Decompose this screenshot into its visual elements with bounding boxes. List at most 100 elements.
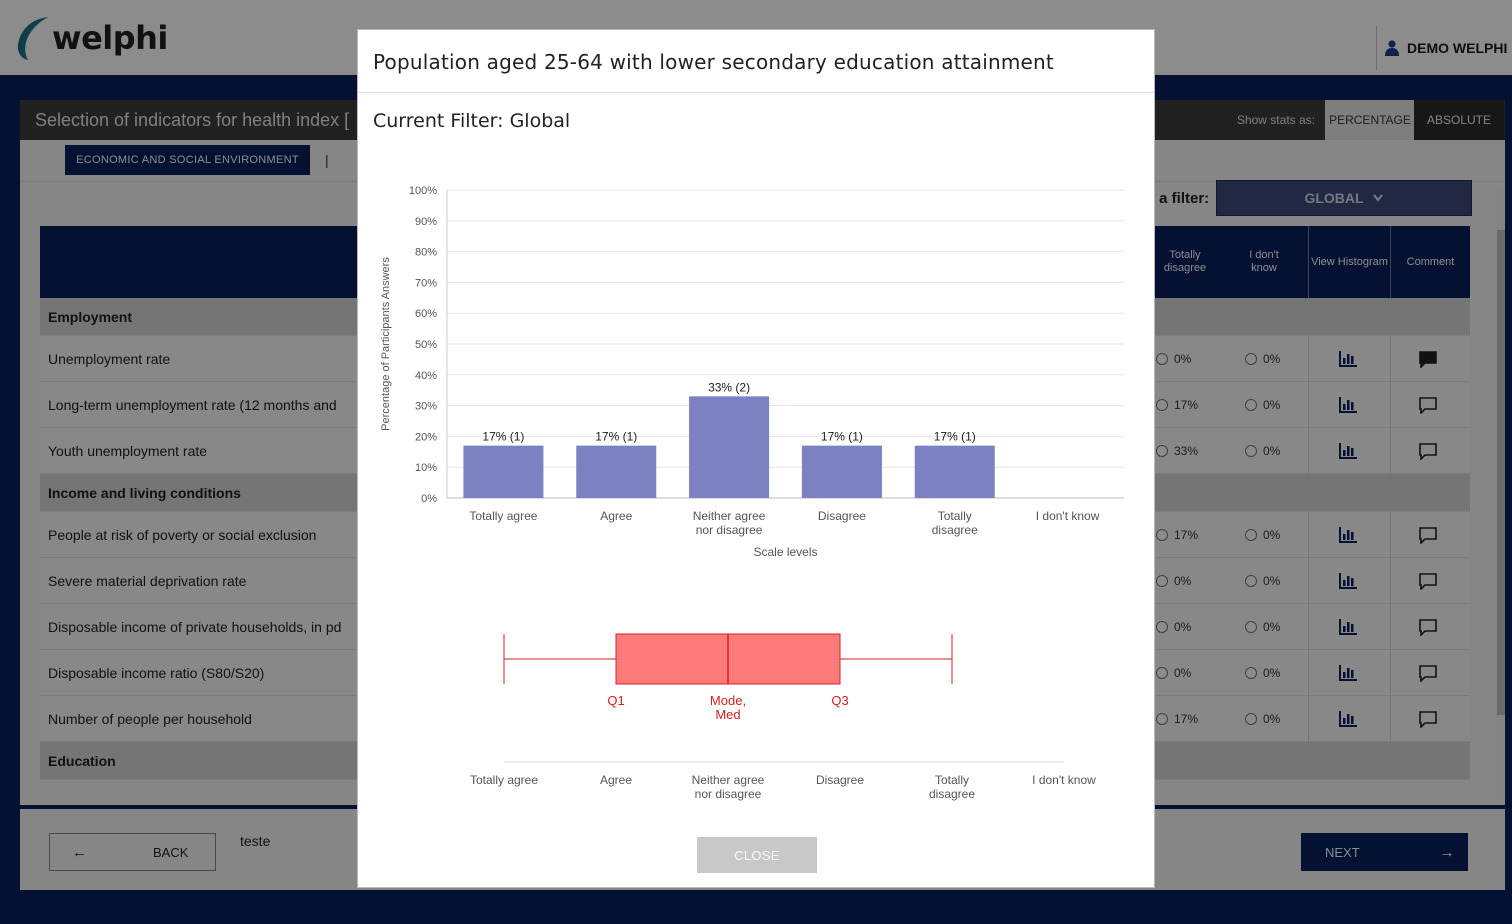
x-axis-title: Scale levels xyxy=(753,545,817,559)
scrollbar-thumb[interactable] xyxy=(1497,230,1505,715)
radio-button[interactable] xyxy=(1156,352,1168,365)
radio-button[interactable] xyxy=(1156,574,1168,587)
x-tick-label: Totally agree xyxy=(469,509,537,523)
radio-button[interactable] xyxy=(1245,620,1257,633)
comment-icon xyxy=(1419,350,1437,368)
radio-button[interactable] xyxy=(1245,352,1257,365)
dont-know-cell[interactable]: 0% xyxy=(1245,336,1280,381)
comment-icon xyxy=(1419,572,1437,590)
boxplot-tick-label: Neither agree nor disagree xyxy=(692,773,765,801)
boxplot-tick-label: Agree xyxy=(600,773,632,787)
absolute-toggle[interactable]: ABSOLUTE xyxy=(1414,100,1504,140)
comment-button[interactable] xyxy=(1418,382,1438,427)
q3-label: Q3 xyxy=(831,693,848,708)
percentage-toggle[interactable]: PERCENTAGE xyxy=(1325,100,1415,140)
totally-disagree-cell[interactable]: 17% xyxy=(1156,382,1198,427)
tab-economic-social[interactable]: ECONOMIC AND SOCIAL ENVIRONMENT xyxy=(65,145,310,175)
dont-know-cell[interactable]: 0% xyxy=(1245,604,1280,649)
column-divider xyxy=(1308,696,1309,741)
radio-button[interactable] xyxy=(1245,574,1257,587)
row-label: Disposable income of private households,… xyxy=(48,618,342,635)
radio-button[interactable] xyxy=(1156,666,1168,679)
y-tick-label: 40% xyxy=(415,370,437,382)
view-histogram-button[interactable] xyxy=(1338,382,1358,427)
dont-know-cell[interactable]: 0% xyxy=(1245,696,1280,741)
next-button[interactable]: NEXT → xyxy=(1301,833,1468,871)
page-title: Selection of indicators for health index… xyxy=(35,110,350,130)
totally-disagree-cell[interactable]: 0% xyxy=(1156,650,1191,695)
cell-value: 0% xyxy=(1263,711,1281,726)
user-menu[interactable]: DEMO WELPHI xyxy=(1376,26,1512,70)
cell-value: 0% xyxy=(1263,619,1281,634)
col-dont-know: I don't know xyxy=(1249,249,1279,274)
column-divider xyxy=(1390,650,1391,695)
comment-button[interactable] xyxy=(1418,428,1438,473)
tab-separator: | xyxy=(325,152,329,168)
view-histogram-button[interactable] xyxy=(1338,512,1358,557)
cell-value: 17% xyxy=(1174,527,1199,542)
cell-value: 0% xyxy=(1174,351,1192,366)
current-filter: Current Filter: Global xyxy=(373,110,571,132)
view-histogram-button[interactable] xyxy=(1338,558,1358,603)
radio-button[interactable] xyxy=(1156,444,1168,457)
comment-button[interactable] xyxy=(1418,512,1438,557)
totally-disagree-cell[interactable]: 0% xyxy=(1156,558,1191,603)
comment-button[interactable] xyxy=(1418,558,1438,603)
y-tick-label: 50% xyxy=(415,339,437,351)
x-tick-label: I don't know xyxy=(1036,509,1100,523)
histogram-icon xyxy=(1339,396,1357,413)
row-label: Income and living conditions xyxy=(48,484,241,501)
comment-button[interactable] xyxy=(1418,650,1438,695)
back-button[interactable]: ← BACK xyxy=(49,833,216,871)
totally-disagree-cell[interactable]: 33% xyxy=(1156,428,1198,473)
bar-data-label: 33% (2) xyxy=(708,380,750,394)
logo-text: welphi xyxy=(52,19,168,57)
cell-value: 0% xyxy=(1174,665,1192,680)
row-label: Long-term unemployment rate (12 months a… xyxy=(48,396,337,413)
comment-button[interactable] xyxy=(1418,604,1438,649)
view-histogram-button[interactable] xyxy=(1338,650,1358,695)
y-tick-label: 80% xyxy=(415,247,437,259)
dont-know-cell[interactable]: 0% xyxy=(1245,650,1280,695)
histogram-icon xyxy=(1339,664,1357,681)
comment-preview: teste xyxy=(240,833,271,849)
column-divider xyxy=(1308,336,1309,381)
view-histogram-button[interactable] xyxy=(1338,696,1358,741)
totally-disagree-cell[interactable]: 0% xyxy=(1156,336,1191,381)
column-divider xyxy=(1308,558,1309,603)
radio-button[interactable] xyxy=(1245,712,1257,725)
welphi-logo[interactable]: welphi xyxy=(14,14,168,62)
dont-know-cell[interactable]: 0% xyxy=(1245,512,1280,557)
boxplot-tick-label: Totally disagree xyxy=(929,773,975,801)
x-tick-label: Neither agree nor disagree xyxy=(693,509,766,537)
radio-button[interactable] xyxy=(1156,620,1168,633)
radio-button[interactable] xyxy=(1245,444,1257,457)
comment-icon xyxy=(1419,442,1437,460)
dont-know-cell[interactable]: 0% xyxy=(1245,558,1280,603)
view-histogram-button[interactable] xyxy=(1338,604,1358,649)
boxplot-tick-label: I don't know xyxy=(1032,773,1096,787)
radio-button[interactable] xyxy=(1245,398,1257,411)
filter-dropdown[interactable]: GLOBAL xyxy=(1216,180,1472,216)
view-histogram-button[interactable] xyxy=(1338,336,1358,381)
dont-know-cell[interactable]: 0% xyxy=(1245,428,1280,473)
radio-button[interactable] xyxy=(1156,398,1168,411)
row-label: Severe material deprivation rate xyxy=(48,572,247,589)
radio-button[interactable] xyxy=(1156,712,1168,725)
comment-button[interactable] xyxy=(1418,336,1438,381)
user-name: DEMO WELPHI xyxy=(1407,40,1508,56)
totally-disagree-cell[interactable]: 17% xyxy=(1156,512,1198,557)
chevron-down-icon xyxy=(1372,194,1383,202)
comment-icon xyxy=(1419,710,1437,728)
close-button[interactable]: CLOSE xyxy=(697,837,817,873)
radio-button[interactable] xyxy=(1156,528,1168,541)
comment-button[interactable] xyxy=(1418,696,1438,741)
totally-disagree-cell[interactable]: 0% xyxy=(1156,604,1191,649)
view-histogram-button[interactable] xyxy=(1338,428,1358,473)
y-tick-label: 90% xyxy=(415,216,437,228)
arrow-right-icon: → xyxy=(1439,843,1455,861)
radio-button[interactable] xyxy=(1245,666,1257,679)
dont-know-cell[interactable]: 0% xyxy=(1245,382,1280,427)
radio-button[interactable] xyxy=(1245,528,1257,541)
totally-disagree-cell[interactable]: 17% xyxy=(1156,696,1198,741)
